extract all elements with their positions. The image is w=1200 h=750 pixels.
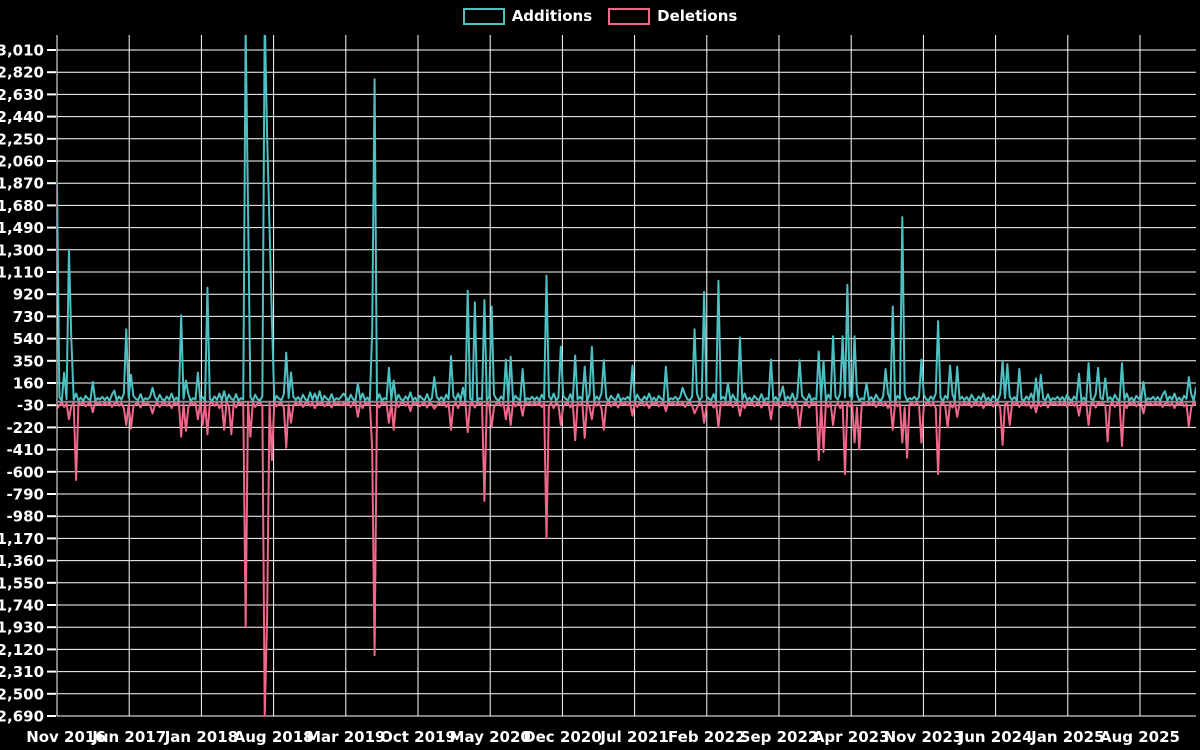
y-tick-label: 2,060 [0,153,44,171]
y-tick-label: -2,690 [0,708,44,726]
y-tick-label: -980 [6,508,44,526]
y-tick-label: -1,550 [0,574,44,592]
x-tick-label: Apr 2023 [813,728,890,746]
y-tick-label: 920 [13,286,44,304]
y-tick-label: -410 [6,441,44,459]
x-tick-label: Jan 2018 [164,728,238,746]
y-tick-label: -1,930 [0,619,44,637]
y-tick-label: -1,170 [0,530,44,548]
x-tick-label: Aug 2018 [234,728,314,746]
y-tick-label: 1,490 [0,219,44,237]
x-tick-label: Jun 2017 [91,728,166,746]
y-tick-label: -2,500 [0,685,44,703]
y-tick-label: 2,250 [0,130,44,148]
y-tick-label: -600 [6,463,44,481]
deletions-line [57,401,1196,717]
y-tick-label: 1,680 [0,197,44,215]
y-tick-label: -220 [6,419,44,437]
x-tick-label: Feb 2022 [668,728,746,746]
y-tick-label: -30 [17,397,44,415]
additions-line [57,35,1196,402]
x-tick-label: Oct 2019 [380,728,456,746]
legend-label-additions: Additions [511,7,593,25]
x-tick-label: Sep 2022 [740,728,819,746]
x-tick-label: May 2020 [450,728,531,746]
x-tick-label: Dec 2020 [523,728,602,746]
legend-item-deletions[interactable]: Deletions [608,7,737,25]
x-tick-label: Mar 2019 [306,728,385,746]
x-tick-label: Jul 2021 [599,728,668,746]
y-tick-label: -790 [6,486,44,504]
legend-swatch-deletions [608,7,651,25]
y-tick-label: 1,110 [0,264,44,282]
x-tick-label: Aug 2025 [1100,728,1180,746]
y-tick-label: 2,630 [0,86,44,104]
y-tick-label: -2,310 [0,663,44,681]
y-tick-label: 2,440 [0,108,44,126]
legend-label-deletions: Deletions [657,7,738,25]
x-tick-label: Jun 2024 [958,728,1033,746]
y-tick-label: 3,010 [0,42,44,60]
y-tick-label: 160 [13,375,44,393]
y-tick-label: 540 [13,330,44,348]
y-tick-label: -2,120 [0,641,44,659]
x-tick-label: Jan 2025 [1030,728,1104,746]
x-tick-label: Nov 2016 [26,728,106,746]
chart-legend: Additions Deletions [0,7,1200,25]
legend-item-additions[interactable]: Additions [462,7,593,25]
legend-swatch-additions [462,7,505,25]
y-tick-label: 2,820 [0,64,44,82]
y-tick-label: 350 [13,352,44,370]
y-tick-label: -1,740 [0,597,44,615]
x-tick-label: Nov 2023 [884,728,964,746]
y-tick-label: 1,870 [0,175,44,193]
y-tick-label: 1,300 [0,241,44,259]
y-tick-label: 730 [13,308,44,326]
y-tick-label: -1,360 [0,552,44,570]
